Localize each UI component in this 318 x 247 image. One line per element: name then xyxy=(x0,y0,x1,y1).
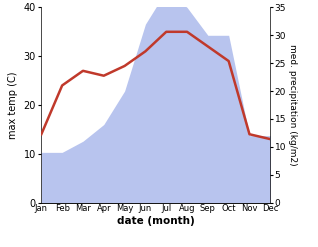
X-axis label: date (month): date (month) xyxy=(117,216,195,226)
Y-axis label: med. precipitation (kg/m2): med. precipitation (kg/m2) xyxy=(288,44,297,166)
Y-axis label: max temp (C): max temp (C) xyxy=(8,71,18,139)
